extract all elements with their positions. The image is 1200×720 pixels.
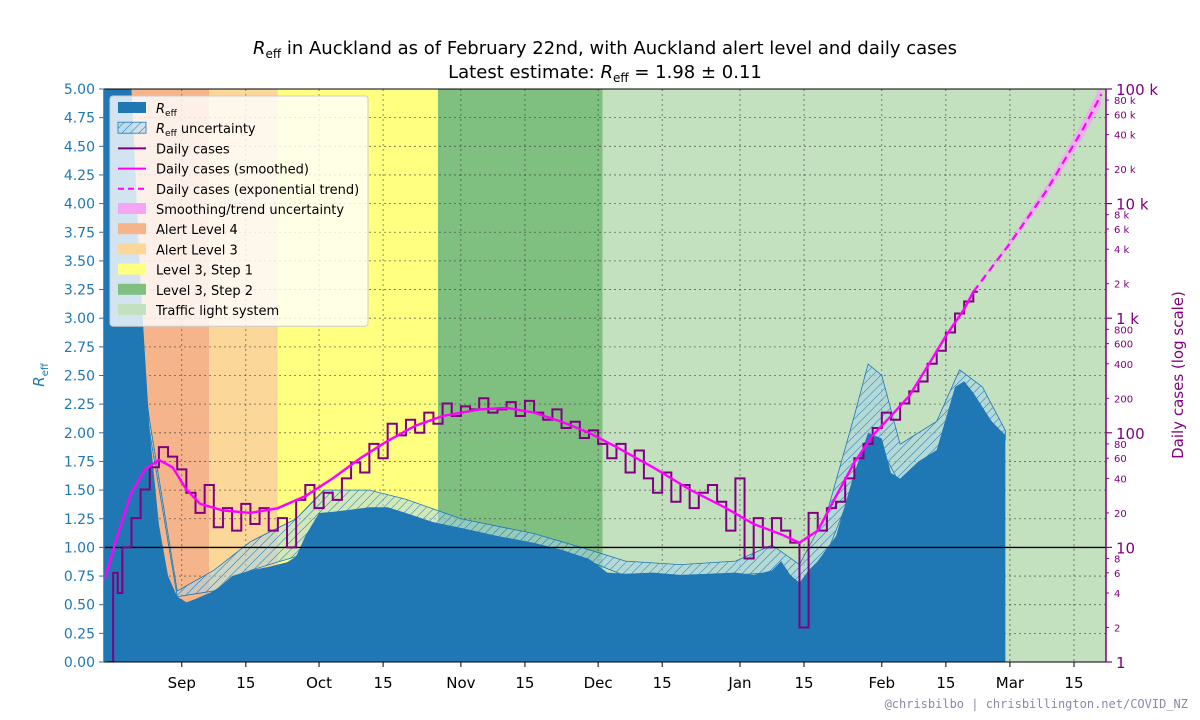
- x-tick-label: Oct: [306, 674, 332, 692]
- y-right-minor-tick-label: 800: [1114, 325, 1133, 336]
- legend-label: Traffic light system: [155, 304, 279, 319]
- y-left-tick-label: 4.25: [64, 168, 95, 184]
- y-right-minor-tick-label: 40 k: [1114, 131, 1136, 142]
- y-left-tick-label: 3.50: [64, 254, 95, 270]
- chart-title-line1: Reff in Auckland as of February 22nd, wi…: [253, 38, 957, 61]
- y-left-tick-label: 2.50: [64, 369, 95, 385]
- y-right-minor-tick-label: 40: [1114, 474, 1127, 485]
- y-right-minor-tick-label: 20 k: [1114, 165, 1136, 176]
- y-left-tick-label: 4.75: [64, 111, 95, 127]
- y-right-minor-tick-label: 2: [1114, 624, 1120, 635]
- y-right-minor-tick-label: 4: [1114, 589, 1120, 600]
- y-left-tick-label: 2.25: [64, 397, 95, 413]
- x-tick-label: Jan: [727, 674, 751, 692]
- legend-label: Level 3, Step 2: [156, 284, 253, 299]
- y-right-major-tick-label: 1: [1116, 654, 1126, 672]
- legend-label: Daily cases: [156, 142, 230, 157]
- y-left-tick-label: 0.25: [64, 626, 95, 642]
- y-right-minor-tick-label: 80: [1114, 440, 1127, 451]
- legend-label: Alert Level 3: [156, 243, 238, 258]
- legend-label: Smoothing/trend uncertainty: [156, 203, 344, 218]
- legend-swatch: [118, 304, 146, 315]
- y-left-tick-label: 0.00: [64, 655, 95, 671]
- legend-swatch: [118, 243, 146, 255]
- y-right-minor-tick-label: 6: [1114, 569, 1120, 580]
- reff-area: [104, 89, 1106, 662]
- y-right-minor-tick-label: 200: [1114, 394, 1133, 405]
- x-tick-label: 15: [515, 674, 534, 692]
- legend-box: [109, 95, 369, 327]
- y-right-minor-tick-label: 20: [1114, 509, 1127, 520]
- y-left-tick-label: 2.75: [64, 340, 95, 356]
- reff-area-polygon: [104, 89, 1006, 662]
- x-tick-label: Feb: [869, 674, 896, 692]
- y-right-minor-tick-label: 6 k: [1114, 225, 1130, 236]
- daily-cases-lines: [104, 89, 1103, 662]
- legend: Reff Reff uncertainty Daily cases Daily cas…: [109, 95, 369, 327]
- y-right-minor-tick-label: 600: [1114, 340, 1133, 351]
- y-right-minor-tick-label: 400: [1114, 360, 1133, 371]
- y-left-tick-label: 3.25: [64, 283, 95, 299]
- y-right-minor-tick-label: 60: [1114, 454, 1127, 465]
- y-axis-label-right: Daily cases (log scale): [1169, 291, 1187, 459]
- x-tick-label: Nov: [446, 674, 475, 692]
- x-tick-label: 15: [794, 674, 813, 692]
- legend-label: Daily cases (smoothed): [156, 163, 309, 178]
- daily-cases-raw-line: [108, 290, 978, 662]
- legend-label: Alert Level 4: [156, 223, 238, 238]
- legend-swatch: [118, 203, 146, 214]
- legend-label: Reff: [156, 102, 178, 119]
- y-left-tick-label: 4.00: [64, 197, 95, 213]
- daily-cases-trend-line: [972, 93, 1103, 293]
- y-left-tick-label: 0.75: [64, 569, 95, 585]
- x-tick-label: 15: [374, 674, 393, 692]
- y-right-minor-tick-label: 4 k: [1114, 245, 1130, 256]
- legend-swatch: [118, 102, 146, 113]
- legend-swatch: [117, 121, 147, 134]
- y-right-major-tick-label: 100 k: [1116, 81, 1158, 99]
- y-left-tick-label: 3.75: [64, 225, 95, 241]
- y-left-tick-label: 1.00: [64, 540, 95, 556]
- x-tick-label: 15: [936, 674, 955, 692]
- x-tick-label: Sep: [168, 674, 196, 692]
- y-right-minor-tick-label: 8 k: [1114, 211, 1130, 222]
- daily-cases-smoothed-line: [104, 291, 975, 583]
- y-axis-label-left: Reff: [30, 362, 51, 387]
- credit-text: @chrisbilbo | chrisbillington.net/COVID_…: [885, 697, 1188, 711]
- y-right-major-tick-label: 10 k: [1116, 196, 1149, 214]
- x-tick-label: 15: [653, 674, 672, 692]
- legend-swatch: [118, 223, 146, 235]
- y-left-tick-label: 4.50: [64, 139, 95, 155]
- y-left-tick-label: 1.75: [64, 454, 95, 470]
- y-right-minor-tick-label: 60 k: [1114, 110, 1136, 121]
- legend-label: Reff uncertainty: [156, 122, 256, 139]
- y-right-minor-tick-label: 80 k: [1114, 96, 1136, 107]
- x-tick-label: Mar: [996, 674, 1025, 692]
- y-left-tick-label: 1.25: [64, 512, 95, 528]
- chart-title-line2: Latest estimate: Reff = 1.98 ± 0.11: [448, 62, 762, 85]
- x-tick-label: 15: [236, 674, 255, 692]
- x-tick-label: Dec: [584, 674, 613, 692]
- legend-label: Level 3, Step 1: [156, 264, 253, 279]
- y-right-minor-tick-label: 2 k: [1114, 280, 1130, 291]
- legend-swatch: [118, 263, 146, 275]
- y-right-major-tick-label: 10: [1116, 539, 1135, 557]
- x-tick-label: 15: [1064, 674, 1083, 692]
- legend-label: Daily cases (exponential trend): [156, 183, 359, 198]
- y-right-major-tick-label: 1 k: [1116, 310, 1139, 328]
- y-right-minor-tick-label: 8: [1114, 555, 1120, 566]
- y-left-tick-label: 0.50: [64, 598, 95, 614]
- y-left-tick-label: 5.00: [64, 82, 95, 98]
- y-left-tick-label: 1.50: [64, 483, 95, 499]
- y-left-tick-label: 3.00: [64, 311, 95, 327]
- legend-swatch: [118, 283, 146, 295]
- axes: Sep 15 Oct 15 Nov 15 Dec 15 Jan 15 Feb 15 Mar 15 0.00 0…: [64, 81, 1159, 692]
- y-left-tick-label: 2.00: [64, 426, 95, 442]
- y-right-major-tick-label: 100: [1116, 425, 1145, 443]
